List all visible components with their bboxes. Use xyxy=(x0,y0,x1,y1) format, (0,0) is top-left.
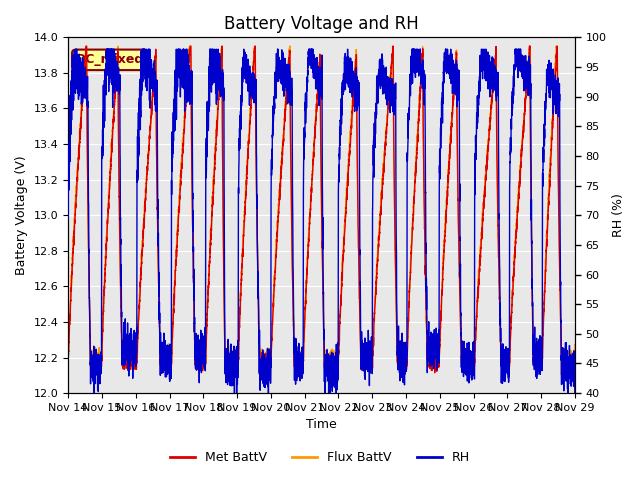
Y-axis label: Battery Voltage (V): Battery Voltage (V) xyxy=(15,156,28,275)
Title: Battery Voltage and RH: Battery Voltage and RH xyxy=(224,15,419,33)
Y-axis label: RH (%): RH (%) xyxy=(612,193,625,237)
Legend: Met BattV, Flux BattV, RH: Met BattV, Flux BattV, RH xyxy=(165,446,475,469)
X-axis label: Time: Time xyxy=(306,419,337,432)
Text: DC_mixed: DC_mixed xyxy=(76,53,144,66)
